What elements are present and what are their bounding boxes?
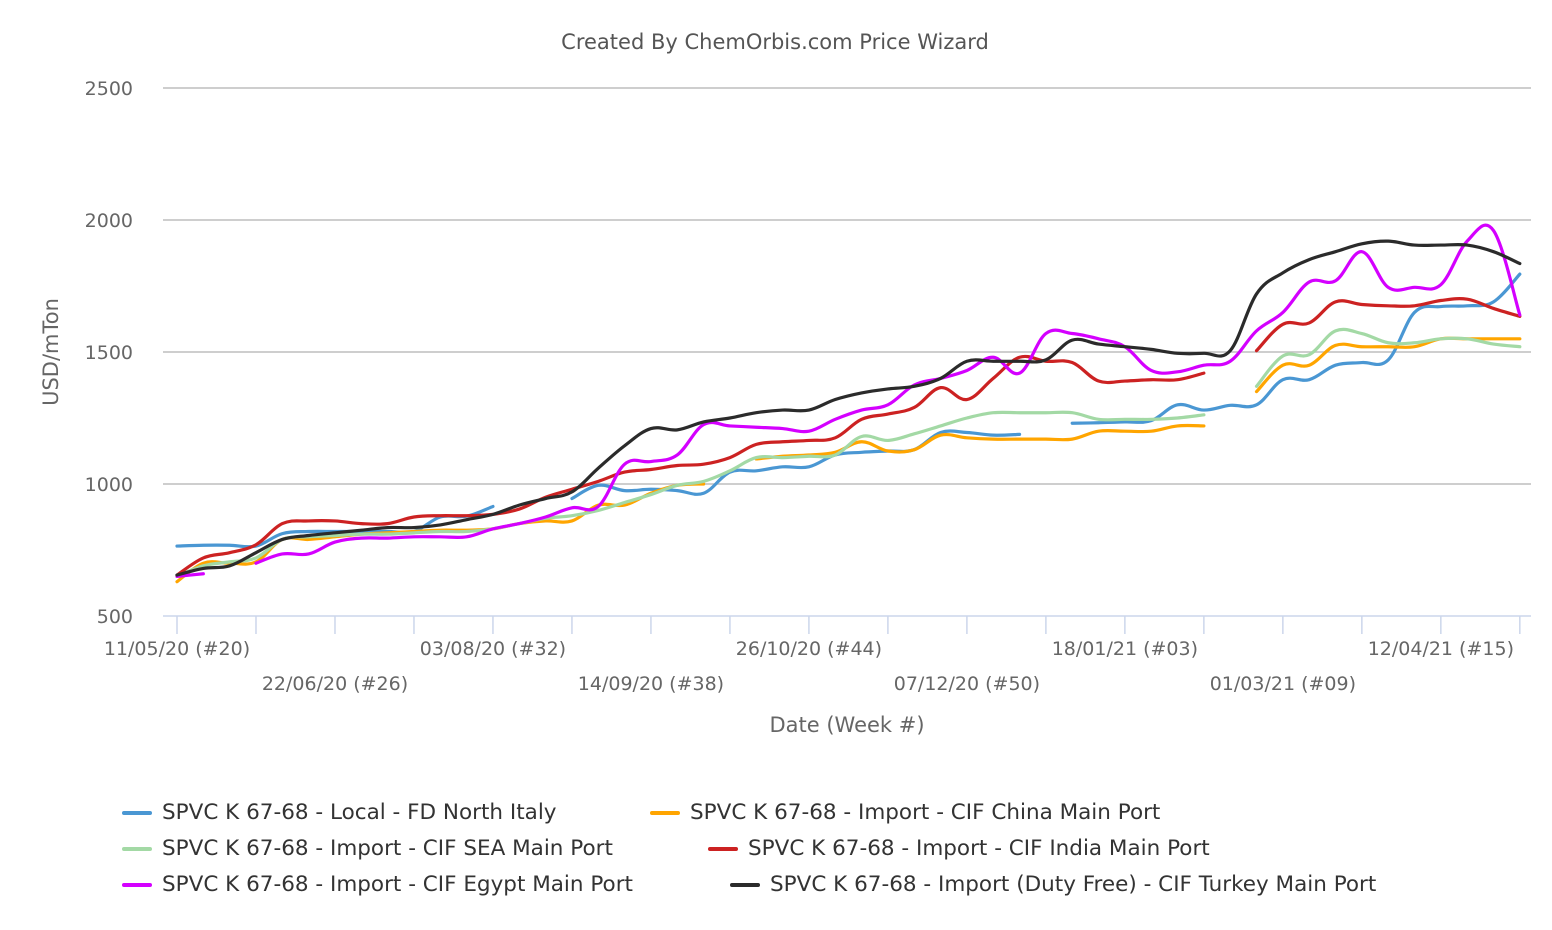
legend-swatch: [730, 882, 760, 887]
legend-item-cif-sea[interactable]: SPVC K 67-68 - Import - CIF SEA Main Por…: [122, 836, 613, 861]
x-tick-label: 22/06/20 (#26): [262, 673, 408, 695]
series-2[interactable]: [175, 327, 1522, 578]
legend-item-cif-india[interactable]: SPVC K 67-68 - Import - CIF India Main P…: [708, 836, 1210, 861]
legend-item-cif-egypt[interactable]: SPVC K 67-68 - Import - CIF Egypt Main P…: [122, 872, 633, 897]
legend-item-cif-china[interactable]: SPVC K 67-68 - Import - CIF China Main P…: [650, 800, 1160, 825]
legend-item-local-north-italy[interactable]: SPVC K 67-68 - Local - FD North Italy: [122, 800, 557, 825]
legend-swatch: [122, 846, 152, 851]
x-axis: 11/05/20 (#20) 22/06/20 (#26) 03/08/20 (#3…: [104, 615, 1531, 695]
legend-label: SPVC K 67-68 - Import - CIF Egypt Main P…: [162, 872, 633, 897]
y-axis-title: USD/mTon: [39, 298, 63, 406]
gridlines: [163, 87, 1531, 485]
legend-swatch: [122, 810, 152, 815]
legend-label: SPVC K 67-68 - Import - CIF India Main P…: [748, 836, 1210, 861]
legend-item-cif-turkey[interactable]: SPVC K 67-68 - Import (Duty Free) - CIF …: [730, 872, 1376, 897]
legend-label: SPVC K 67-68 - Import (Duty Free) - CIF …: [770, 872, 1377, 897]
series-line-segment[interactable]: [1070, 272, 1522, 425]
legend-swatch: [708, 846, 738, 851]
series-5[interactable]: [175, 239, 1522, 577]
legend-label: SPVC K 67-68 - Import - CIF China Main P…: [690, 800, 1161, 825]
chart-title: Created By ChemOrbis.com Price Wizard: [561, 30, 989, 54]
y-tick-label: 1500: [85, 342, 133, 364]
series-line-segment[interactable]: [754, 423, 1206, 461]
series-line-segment[interactable]: [175, 239, 1522, 577]
x-tick-label: 07/12/20 (#50): [894, 673, 1040, 695]
x-axis-title: Date (Week #): [769, 713, 924, 737]
legend-swatch: [122, 882, 152, 887]
series-line-segment[interactable]: [570, 429, 1022, 501]
x-tick-label: 18/01/21 (#03): [1052, 638, 1198, 660]
series-line-segment[interactable]: [1254, 327, 1522, 388]
y-tick-label: 2000: [85, 210, 133, 232]
series-lines: [175, 223, 1522, 584]
x-tick-label: 11/05/20 (#20): [104, 638, 250, 660]
y-tick-label: 1000: [85, 474, 133, 496]
x-tick-label: 14/09/20 (#38): [578, 673, 724, 695]
x-tick-label: 03/08/20 (#32): [420, 638, 566, 660]
y-tick-label: 500: [97, 606, 133, 628]
series-line-segment[interactable]: [175, 410, 1206, 578]
legend-label: SPVC K 67-68 - Local - FD North Italy: [162, 800, 557, 825]
x-tick-label: 01/03/21 (#09): [1210, 673, 1356, 695]
series-line-segment[interactable]: [1254, 297, 1522, 353]
series-line-segment[interactable]: [1254, 336, 1522, 394]
legend-swatch: [650, 810, 680, 815]
legend-label: SPVC K 67-68 - Import - CIF SEA Main Por…: [162, 836, 613, 861]
x-tick-label: 26/10/20 (#44): [736, 638, 882, 660]
series-line-segment[interactable]: [254, 223, 1522, 565]
x-tick-label: 12/04/21 (#15): [1368, 638, 1514, 660]
y-axis-ticks: 500 1000 1500 2000 2500: [85, 78, 133, 628]
y-tick-label: 2500: [85, 78, 133, 100]
